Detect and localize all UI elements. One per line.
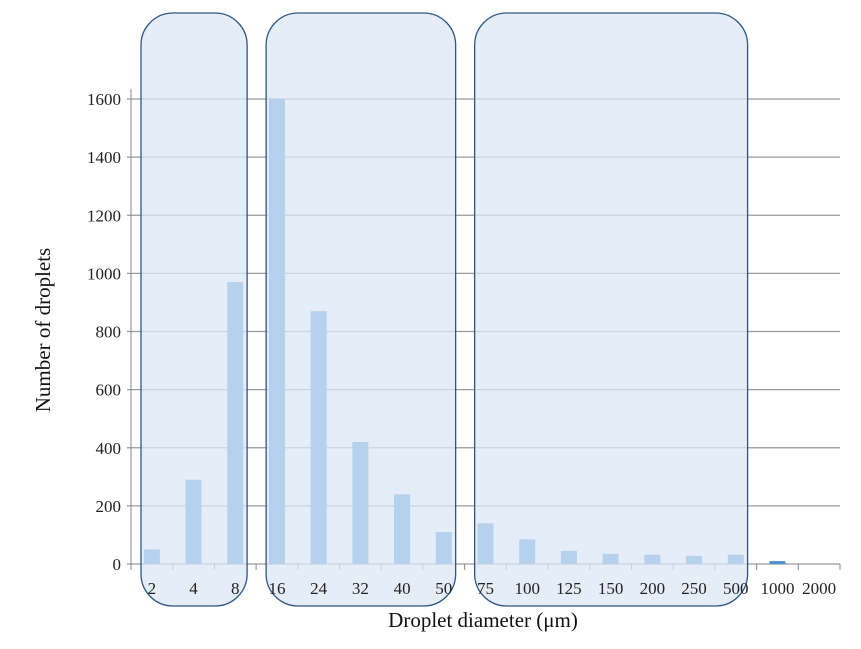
x-tick-label: 50 (435, 579, 452, 598)
x-tick-label: 4 (189, 579, 198, 598)
x-tick-label: 2000 (802, 579, 836, 598)
y-tick-label: 800 (96, 323, 122, 342)
x-axis-title: Droplet diameter (μm) (388, 608, 578, 632)
x-tick-label: 32 (352, 579, 369, 598)
y-tick-label: 1000 (87, 264, 121, 283)
highlight-regions (140, 12, 749, 607)
y-tick-label: 400 (96, 439, 122, 458)
x-tick-label: 250 (681, 579, 707, 598)
x-tick-label: 1000 (760, 579, 794, 598)
y-tick-labels: 0 200 400 600 800 1000 1200 1400 1600 (87, 90, 121, 574)
bar-1000 (769, 561, 786, 564)
y-tick-label: 1600 (87, 90, 121, 109)
y-tick-label: 1200 (87, 206, 121, 225)
x-tick-label: 75 (477, 579, 494, 598)
x-tick-label: 100 (514, 579, 540, 598)
x-tick-label: 150 (598, 579, 624, 598)
x-tick-label: 40 (394, 579, 411, 598)
x-tick-label: 125 (556, 579, 582, 598)
x-tick-label: 8 (231, 579, 240, 598)
y-tick-label: 600 (96, 381, 122, 400)
x-tick-labels: 2 4 8 16 24 32 40 50 75 100 125 150 200 250 500 1000 200… (148, 579, 837, 598)
x-tick-label: 200 (640, 579, 666, 598)
x-tick-label: 2 (148, 579, 157, 598)
x-tick-label: 16 (268, 579, 285, 598)
y-tick-label: 0 (113, 555, 122, 574)
highlight-region-2 (265, 12, 457, 607)
highlight-region-3 (473, 12, 749, 607)
highlight-region-1 (140, 12, 248, 607)
y-tick-label: 1400 (87, 148, 121, 167)
x-tick-label: 500 (723, 579, 749, 598)
y-tick-label: 200 (96, 497, 122, 516)
x-tick-label: 24 (310, 579, 328, 598)
y-axis-title: Number of droplets (31, 248, 55, 412)
